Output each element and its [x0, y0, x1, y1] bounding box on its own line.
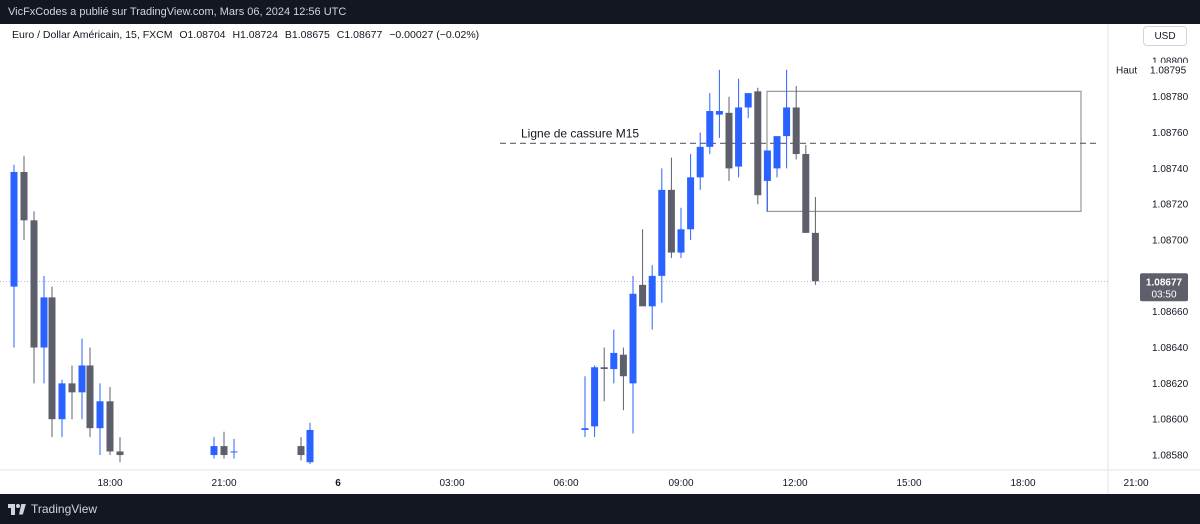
high-label-bg [1112, 62, 1192, 77]
candle-body[interactable] [116, 451, 124, 456]
range-box[interactable] [766, 90, 1082, 212]
bar-countdown: 03:50 [1151, 289, 1176, 300]
footer-bar: TradingView [0, 494, 1200, 524]
time-tick-label: 03:00 [439, 478, 464, 489]
candle-body[interactable] [744, 93, 752, 108]
candle-body[interactable] [220, 446, 228, 456]
candle-body[interactable] [581, 428, 589, 430]
candle-body[interactable] [715, 111, 723, 115]
candle-body[interactable] [783, 107, 791, 137]
candle-body[interactable] [610, 352, 618, 370]
candle-body[interactable] [763, 150, 771, 181]
candle-body[interactable] [687, 177, 695, 230]
tradingview-logo-icon [8, 503, 26, 515]
candle-body[interactable] [210, 446, 218, 456]
time-tick-label: 09:00 [668, 478, 693, 489]
candle-body[interactable] [648, 275, 656, 307]
price-tick-label: 1.08780 [1152, 92, 1189, 103]
candle-body[interactable] [639, 284, 647, 307]
published-by-text: VicFxCodes a publié sur TradingView.com,… [8, 6, 347, 18]
candle-body[interactable] [658, 189, 666, 276]
candle-body[interactable] [802, 154, 810, 233]
candle-body[interactable] [591, 367, 599, 427]
candle-body[interactable] [10, 171, 18, 287]
publisher-bar: VicFxCodes a publié sur TradingView.com,… [0, 0, 1200, 24]
time-tick-label: 21:00 [1123, 478, 1148, 489]
price-tick-label: 1.08640 [1152, 343, 1189, 354]
price-tick-label: 1.08660 [1152, 307, 1189, 318]
time-tick-label: 6 [335, 478, 341, 489]
price-tick-label: 1.08580 [1152, 451, 1189, 462]
high-label: Haut [1116, 65, 1137, 76]
candle-body[interactable] [86, 365, 94, 429]
candle-body[interactable] [735, 107, 743, 167]
time-tick-label: 15:00 [896, 478, 921, 489]
time-tick-label: 12:00 [782, 478, 807, 489]
candle-body[interactable] [306, 429, 314, 463]
candle-body[interactable] [68, 383, 76, 393]
candle-body[interactable] [792, 107, 800, 155]
candle-body[interactable] [106, 401, 114, 452]
time-tick-label: 06:00 [553, 478, 578, 489]
currency-button[interactable]: USD [1143, 26, 1187, 46]
price-tick-label: 1.08720 [1152, 200, 1189, 211]
change-value: −0.00027 (−0.02%) [389, 29, 480, 41]
candle-body[interactable] [754, 91, 762, 196]
high-value: H1.08724 [232, 29, 278, 41]
price-tick-label: 1.08700 [1152, 236, 1189, 247]
last-price-value: 1.08677 [1146, 277, 1183, 288]
price-tick-label: 1.08740 [1152, 164, 1189, 175]
candle-body[interactable] [30, 220, 38, 348]
candle-body[interactable] [629, 293, 637, 384]
tradingview-logo[interactable]: TradingView [8, 502, 97, 516]
candle-body[interactable] [297, 446, 305, 456]
candle-body[interactable] [619, 354, 627, 377]
candle-body[interactable] [811, 232, 819, 282]
candle-body[interactable] [48, 297, 56, 420]
time-tick-label: 21:00 [211, 478, 236, 489]
candle-body[interactable] [96, 401, 104, 429]
candle-body[interactable] [773, 136, 781, 169]
candle-body[interactable] [78, 365, 86, 393]
price-tick-label: 1.08760 [1152, 128, 1189, 139]
candle-body[interactable] [40, 297, 48, 348]
candle-body[interactable] [696, 146, 704, 178]
last-price-tag [1140, 273, 1188, 302]
symbol-name[interactable]: Euro / Dollar Américain, 15, FXCM [12, 29, 173, 41]
time-tick-label: 18:00 [97, 478, 122, 489]
breakout-line-label: Ligne de cassure M15 [521, 126, 639, 140]
price-tick-label: 1.08620 [1152, 379, 1189, 390]
candle-body[interactable] [20, 171, 28, 221]
candle-body[interactable] [667, 189, 675, 253]
chart-canvas[interactable]: 1.08800 1.08780 1.08760 1.08740 1.08720 1.087… [0, 24, 1200, 494]
symbol-legend: Euro / Dollar Américain, 15, FXCM O1.087… [12, 29, 479, 41]
tradingview-brand-text: TradingView [31, 502, 98, 516]
candle-body[interactable] [600, 367, 608, 370]
open-value: O1.08704 [179, 29, 226, 41]
low-value: B1.08675 [284, 29, 330, 41]
chart-frame [0, 24, 1200, 494]
time-tick-label: 18:00 [1010, 478, 1035, 489]
price-tick-label: 1.08600 [1152, 415, 1189, 426]
candle-body[interactable] [725, 112, 733, 169]
candle-body[interactable] [706, 111, 714, 147]
high-value-label: 1.08795 [1150, 65, 1187, 76]
close-value: C1.08677 [336, 29, 383, 41]
price-tick-label: 1.08800 [1152, 56, 1189, 67]
candle-body[interactable] [677, 229, 685, 253]
candle-body[interactable] [230, 451, 238, 453]
candle-body[interactable] [58, 383, 66, 420]
